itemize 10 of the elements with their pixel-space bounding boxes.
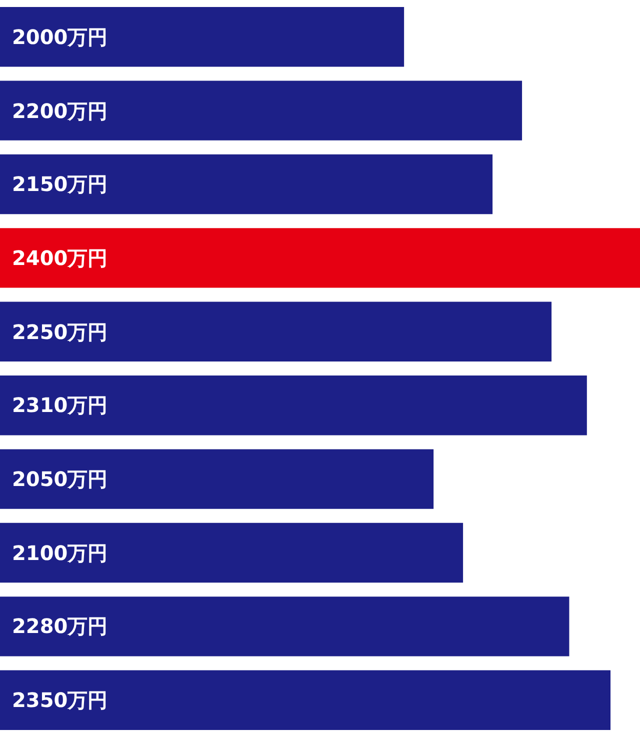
data-label: 2050万円 <box>12 467 108 491</box>
data-label: 2000万円 <box>12 25 108 49</box>
data-label: 2200万円 <box>12 99 108 123</box>
data-label: 2310万円 <box>12 393 108 417</box>
data-label: 2100万円 <box>12 541 108 565</box>
data-label: 2150万円 <box>12 172 108 196</box>
data-label: 2400万円 <box>12 246 108 270</box>
data-label: 2280万円 <box>12 614 108 638</box>
data-label: 2350万円 <box>12 688 108 712</box>
data-label: 2250万円 <box>12 320 108 344</box>
